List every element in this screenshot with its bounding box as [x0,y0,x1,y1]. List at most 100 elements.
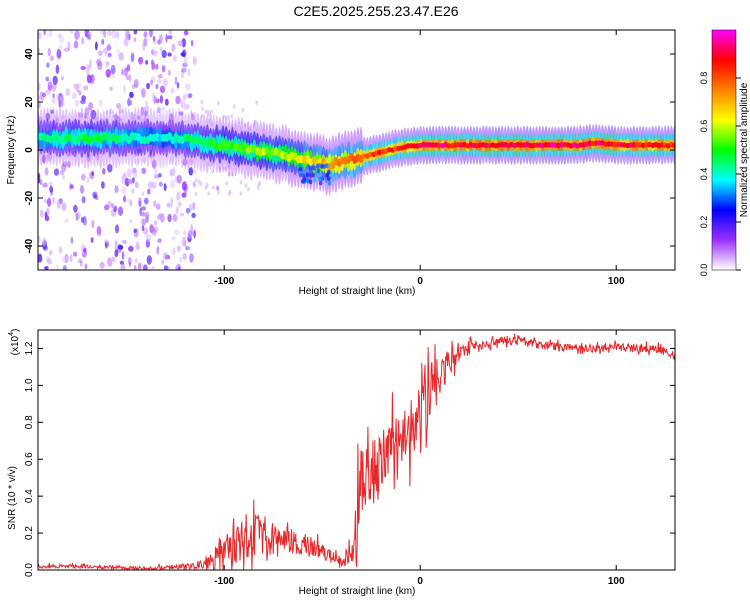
ridge-cell [302,177,307,183]
noise-cell [73,40,79,49]
noise-cell [254,120,257,125]
noise-cell [86,177,90,184]
ridge-cell [308,179,313,185]
noise-cell [129,91,134,98]
noise-cell [182,95,187,106]
noise-cell [176,245,181,253]
noise-cell [73,251,78,257]
noise-cell [140,211,146,217]
noise-cell [48,79,52,86]
ridge-cell [313,177,317,183]
noise-cell [207,118,211,123]
noise-cell [166,202,171,208]
noise-cell [138,197,142,207]
noise-cell [239,191,243,196]
noise-cell [159,94,163,104]
noise-cell [181,236,187,247]
noise-cell [87,31,92,41]
noise-cell [142,227,149,235]
spectrogram-marks [38,30,675,270]
ridge-cell [298,172,303,178]
x-tick-label: 100 [608,276,625,287]
noise-cell [225,181,229,186]
ridge-cell [316,168,321,174]
noise-cell [55,64,60,74]
noise-cell [103,30,106,38]
snr-y-label: SNR (10 * v/v) [7,466,18,530]
noise-cell [132,84,135,89]
colorbar-gradient [712,30,736,270]
noise-cell [192,56,197,66]
noise-cell [153,200,157,207]
noise-cell [63,47,70,53]
noise-cell [123,37,129,47]
noise-cell [185,83,191,91]
noise-cell [84,113,88,119]
noise-cell [45,112,50,121]
noise-cell [244,183,248,188]
y-tick-label: 20 [24,96,35,108]
noise-cell [144,110,148,117]
y-tick-label: -20 [24,190,35,205]
noise-cell [172,213,178,222]
noise-cell [50,109,54,114]
noise-cell [129,219,133,224]
noise-cell [187,68,191,77]
noise-cell [98,99,103,107]
noise-cell [176,81,180,89]
noise-cell [149,224,154,234]
noise-cell [129,199,133,207]
noise-cell [207,191,211,196]
noise-cell [119,117,124,123]
noise-cell [150,79,154,86]
noise-cell [167,69,171,76]
noise-cell [142,157,146,164]
noise-cell [157,39,161,45]
noise-cell [141,225,145,232]
noise-cell [61,202,67,212]
noise-cell [119,260,124,265]
noise-cell [144,211,150,219]
noise-cell [140,262,143,268]
noise-cell [74,30,80,40]
noise-cell [153,226,159,233]
noise-cell [157,78,162,84]
noise-cell [143,38,148,47]
noise-cell [206,109,210,115]
noise-cell [41,154,46,164]
noise-cell [189,253,194,263]
snr-axes: -100 0 100 0.0 0.2 0.4 0.6 0.8 1.0 1.2 [24,330,675,587]
noise-cell [42,236,47,245]
noise-cell [56,93,61,103]
noise-cell [158,173,162,178]
noise-cell [99,50,103,56]
noise-cell [56,48,62,59]
noise-cell [85,64,91,73]
noise-cell [38,82,41,91]
noise-cell [188,203,193,213]
noise-cell [163,183,167,192]
noise-cell [165,33,168,43]
noise-cell [195,178,198,183]
noise-cell [200,100,204,105]
noise-cell [151,49,154,56]
noise-cell [180,100,184,109]
noise-cell [172,247,176,256]
noise-cell [175,206,179,214]
noise-cell [167,35,173,40]
noise-cell [147,188,151,195]
x-tick-label: -100 [214,276,234,287]
noise-cell [122,239,127,244]
noise-cell [191,212,196,218]
noise-cell [152,50,158,56]
ridge-cell [327,176,331,182]
colorbar-label: Normalized spectral amplitude [739,82,750,217]
noise-cell [180,69,184,79]
noise-cell [67,41,71,51]
noise-cell [69,184,74,189]
noise-cell [121,175,124,185]
noise-cell [227,164,231,169]
noise-cell [183,229,187,236]
noise-cell [39,179,43,185]
noise-cell [117,244,124,250]
